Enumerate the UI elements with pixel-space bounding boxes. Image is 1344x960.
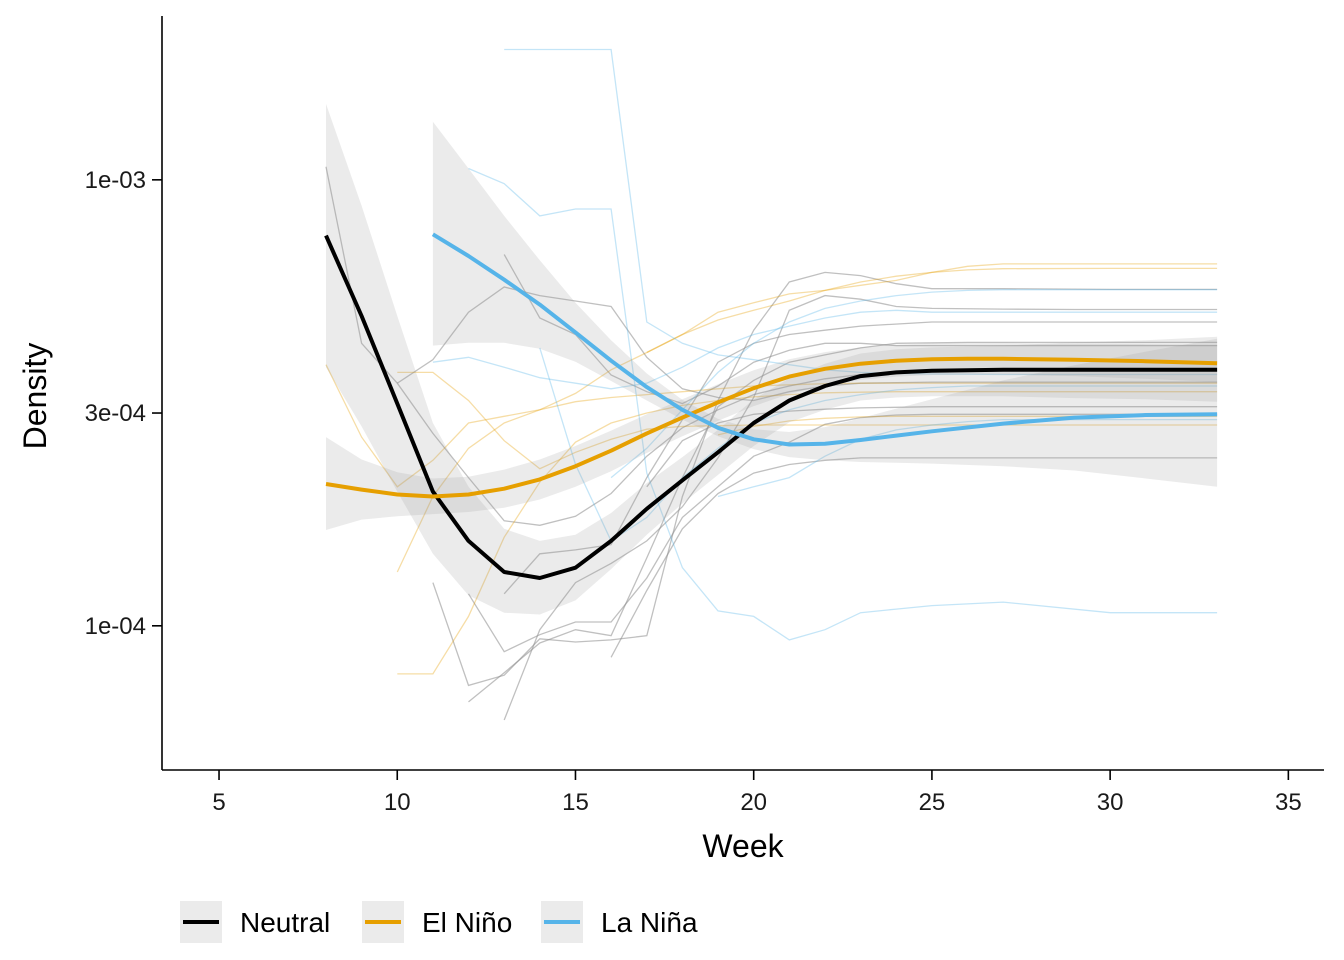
x-axis-title: Week: [702, 828, 784, 864]
x-ticks: 5 10 15 20 25 30 35: [212, 770, 1302, 816]
x-tick-label-30: 30: [1097, 789, 1124, 816]
legend: Neutral El Niño La Niña: [180, 901, 698, 943]
raw-line-neutral-4: [503, 254, 1218, 405]
x-tick-label-35: 35: [1275, 789, 1302, 816]
raw-line-la-nina-18: [432, 309, 1218, 390]
y-tick-label-1e-03: 1e-03: [85, 167, 146, 194]
raw-line-neutral-7: [610, 457, 1218, 658]
raw-line-el-nino-10: [325, 364, 1218, 488]
x-tick-label-10: 10: [384, 789, 411, 816]
legend-label-la-nina: La Niña: [601, 907, 698, 938]
axes: [161, 16, 1324, 771]
raw-line-la-nina-20: [610, 289, 1218, 479]
y-axis-title: Density: [17, 343, 53, 450]
raw-line-neutral-1: [396, 286, 1218, 402]
y-tick-label-3e-04: 3e-04: [85, 400, 146, 427]
raw-line-neutral-3: [503, 321, 1218, 595]
legend-label-el-nino: El Niño: [422, 907, 512, 938]
ci-band-el-nino: [326, 342, 1218, 530]
ci-band-la-nina: [432, 121, 1218, 487]
legend-label-neutral: Neutral: [240, 907, 330, 938]
raw-lines-layer: [325, 48, 1218, 721]
raw-line-la-nina-17: [468, 167, 1218, 641]
raw-line-neutral-5: [467, 413, 1218, 653]
x-tick-label-5: 5: [212, 789, 225, 816]
y-tick-label-1e-04: 1e-04: [85, 613, 146, 640]
y-ticks: 1e-04 3e-04 1e-03: [85, 167, 162, 640]
x-tick-label-15: 15: [562, 789, 589, 816]
raw-line-el-nino-12: [396, 263, 1218, 573]
smooth-line-el-nino: [325, 356, 1218, 499]
raw-line-el-nino-15: [717, 415, 1218, 436]
raw-line-neutral-8: [503, 294, 1218, 721]
raw-line-la-nina-19: [539, 347, 1218, 542]
raw-line-la-nina-16: [504, 48, 1218, 376]
x-tick-label-25: 25: [919, 789, 946, 816]
smooth-line-la-nina: [431, 232, 1218, 447]
smooth-line-neutral: [324, 234, 1218, 580]
raw-line-el-nino-14: [646, 267, 1218, 354]
x-tick-label-20: 20: [740, 789, 767, 816]
smooth-lines-layer: [324, 232, 1218, 580]
